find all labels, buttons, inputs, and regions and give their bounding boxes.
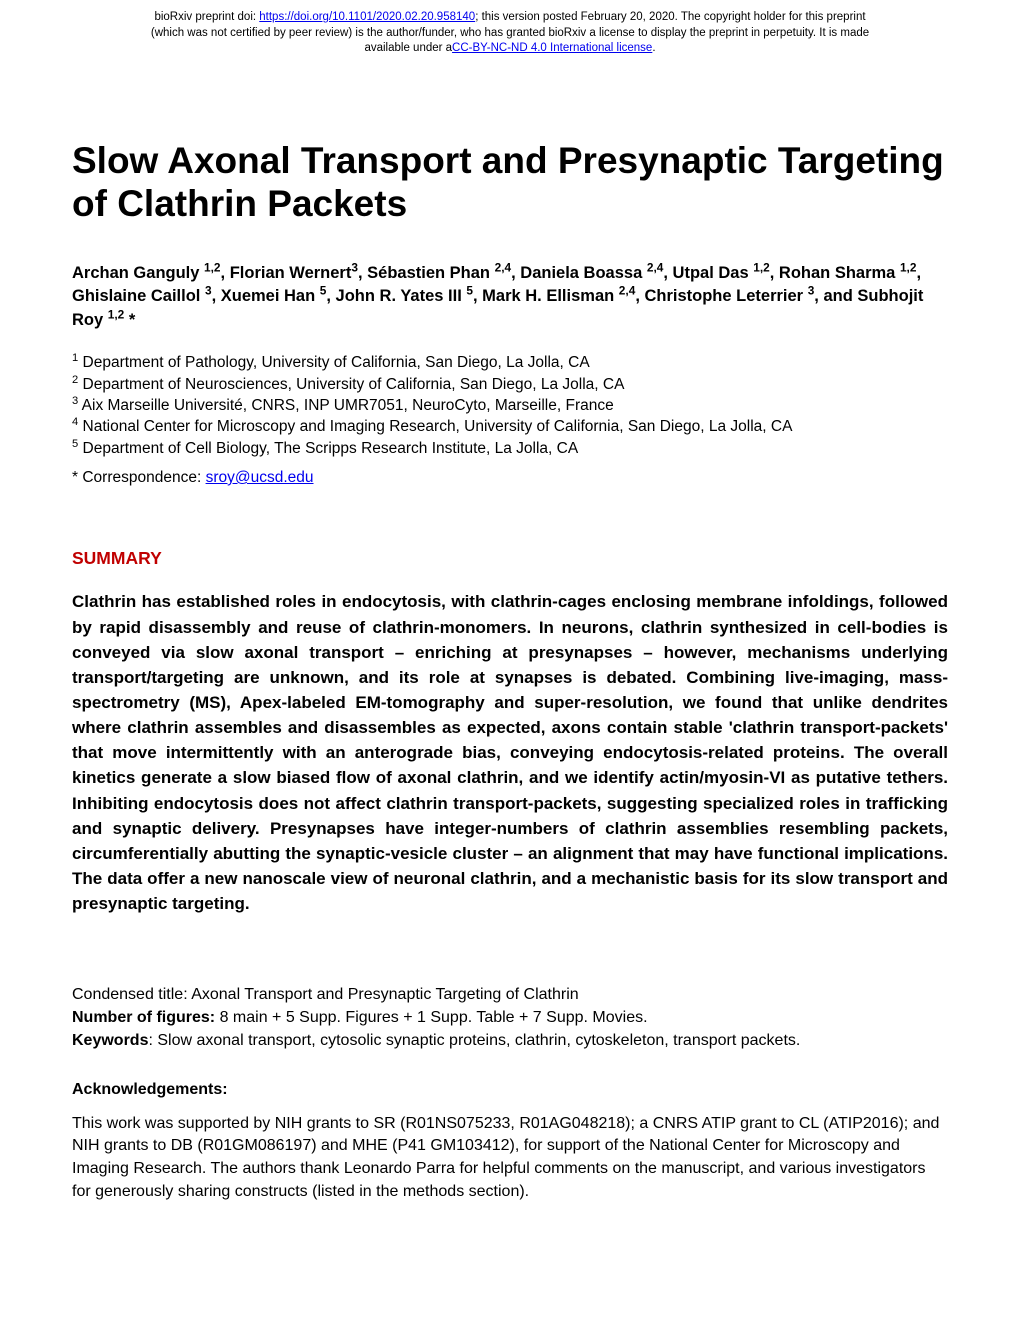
correspondence-line: * Correspondence: sroy@ucsd.edu bbox=[72, 467, 948, 488]
summary-heading: SUMMARY bbox=[72, 548, 948, 569]
preprint-banner: bioRxiv preprint doi: https://doi.org/10… bbox=[0, 0, 1020, 57]
author-name: , Rohan Sharma bbox=[770, 264, 900, 282]
figures-line: Number of figures: 8 main + 5 Supp. Figu… bbox=[72, 1007, 948, 1030]
affiliation-row: 5 Department of Cell Biology, The Scripp… bbox=[72, 438, 948, 459]
author-name: , Daniela Boassa bbox=[511, 264, 647, 282]
author-list: Archan Ganguly 1,2, Florian Wernert3, Sé… bbox=[72, 262, 948, 332]
author-name: , Mark H. Ellisman bbox=[473, 287, 619, 305]
metadata-block: Condensed title: Axonal Transport and Pr… bbox=[72, 984, 948, 1052]
affiliation-text: Department of Neurosciences, University … bbox=[78, 376, 624, 393]
keywords-label: Keywords bbox=[72, 1032, 148, 1049]
banner-line1-post: ; this version posted February 20, 2020.… bbox=[475, 11, 865, 23]
author-affil-sup: 5 bbox=[466, 284, 473, 298]
author-affil-sup: 2,4 bbox=[495, 260, 512, 274]
doi-link[interactable]: https://doi.org/10.1101/2020.02.20.95814… bbox=[259, 11, 475, 23]
keywords-value: : Slow axonal transport, cytosolic synap… bbox=[148, 1032, 800, 1049]
author-affil-sup: 3 bbox=[205, 284, 212, 298]
banner-line1-pre: bioRxiv preprint doi: bbox=[154, 11, 259, 23]
condensed-title-line: Condensed title: Axonal Transport and Pr… bbox=[72, 984, 948, 1007]
author-affil-sup: 1,2 bbox=[900, 260, 917, 274]
author-affil-sup: 2,4 bbox=[647, 260, 664, 274]
author-affil-sup: 3 bbox=[351, 260, 358, 274]
affiliation-text: National Center for Microscopy and Imagi… bbox=[78, 418, 792, 435]
banner-line3-post: . bbox=[652, 42, 655, 54]
keywords-line: Keywords: Slow axonal transport, cytosol… bbox=[72, 1030, 948, 1053]
correspondence-label: * Correspondence: bbox=[72, 469, 206, 486]
affiliation-row: 2 Department of Neurosciences, Universit… bbox=[72, 374, 948, 395]
condensed-title-label: Condensed title: bbox=[72, 986, 191, 1003]
author-name: , Florian Wernert bbox=[221, 264, 352, 282]
license-link[interactable]: CC-BY-NC-ND 4.0 International license bbox=[452, 42, 652, 54]
affiliation-text: Aix Marseille Université, CNRS, INP UMR7… bbox=[78, 397, 614, 414]
author-name: Archan Ganguly bbox=[72, 264, 204, 282]
author-name: , Sébastien Phan bbox=[358, 264, 495, 282]
paper-title: Slow Axonal Transport and Presynaptic Ta… bbox=[72, 139, 948, 226]
affiliation-row: 3 Aix Marseille Université, CNRS, INP UM… bbox=[72, 395, 948, 416]
author-name: , John R. Yates III bbox=[326, 287, 466, 305]
page-content: Slow Axonal Transport and Presynaptic Ta… bbox=[0, 139, 1020, 1252]
figures-label: Number of figures: bbox=[72, 1009, 220, 1026]
author-name: , Utpal Das bbox=[663, 264, 753, 282]
banner-line3-pre: available under a bbox=[364, 42, 452, 54]
affiliation-text: Department of Pathology, University of C… bbox=[78, 354, 589, 371]
banner-line2: (which was not certified by peer review)… bbox=[151, 27, 869, 39]
author-affil-sup: 1,2 bbox=[753, 260, 770, 274]
acknowledgements-heading: Acknowledgements: bbox=[72, 1081, 948, 1099]
author-post: * bbox=[124, 311, 135, 329]
affiliations-block: 1 Department of Pathology, University of… bbox=[72, 352, 948, 459]
author-name: , Xuemei Han bbox=[212, 287, 320, 305]
affiliation-row: 1 Department of Pathology, University of… bbox=[72, 352, 948, 373]
acknowledgements-body: This work was supported by NIH grants to… bbox=[72, 1113, 948, 1204]
author-affil-sup: 2,4 bbox=[619, 284, 636, 298]
affiliation-row: 4 National Center for Microscopy and Ima… bbox=[72, 416, 948, 437]
author-affil-sup: 1,2 bbox=[204, 260, 221, 274]
figures-value: 8 main + 5 Supp. Figures + 1 Supp. Table… bbox=[220, 1009, 648, 1026]
correspondence-email-link[interactable]: sroy@ucsd.edu bbox=[206, 469, 314, 486]
summary-paragraph: Clathrin has established roles in endocy… bbox=[72, 589, 948, 916]
author-affil-sup: 1,2 bbox=[108, 307, 125, 321]
condensed-title-value: Axonal Transport and Presynaptic Targeti… bbox=[191, 986, 578, 1003]
affiliation-text: Department of Cell Biology, The Scripps … bbox=[78, 440, 578, 457]
author-name: , Christophe Leterrier bbox=[635, 287, 807, 305]
